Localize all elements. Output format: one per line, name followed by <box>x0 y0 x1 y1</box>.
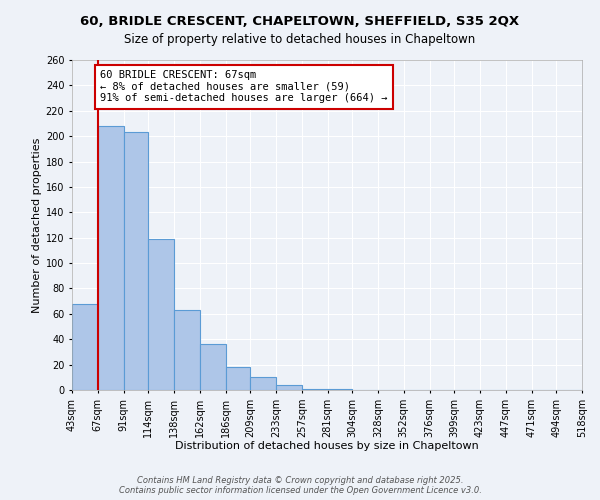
X-axis label: Distribution of detached houses by size in Chapeltown: Distribution of detached houses by size … <box>175 442 479 452</box>
Bar <box>72 304 98 390</box>
Bar <box>174 310 200 390</box>
Bar <box>98 126 124 390</box>
Bar <box>200 344 226 390</box>
Bar <box>276 385 302 390</box>
Bar <box>302 388 328 390</box>
Bar <box>124 132 148 390</box>
Bar <box>250 378 276 390</box>
Bar <box>148 239 174 390</box>
Text: Contains HM Land Registry data © Crown copyright and database right 2025.
Contai: Contains HM Land Registry data © Crown c… <box>119 476 481 495</box>
Bar <box>226 367 250 390</box>
Text: 60 BRIDLE CRESCENT: 67sqm
← 8% of detached houses are smaller (59)
91% of semi-d: 60 BRIDLE CRESCENT: 67sqm ← 8% of detach… <box>100 70 388 103</box>
Y-axis label: Number of detached properties: Number of detached properties <box>32 138 41 312</box>
Text: 60, BRIDLE CRESCENT, CHAPELTOWN, SHEFFIELD, S35 2QX: 60, BRIDLE CRESCENT, CHAPELTOWN, SHEFFIE… <box>80 15 520 28</box>
Bar <box>328 388 352 390</box>
Text: Size of property relative to detached houses in Chapeltown: Size of property relative to detached ho… <box>124 32 476 46</box>
